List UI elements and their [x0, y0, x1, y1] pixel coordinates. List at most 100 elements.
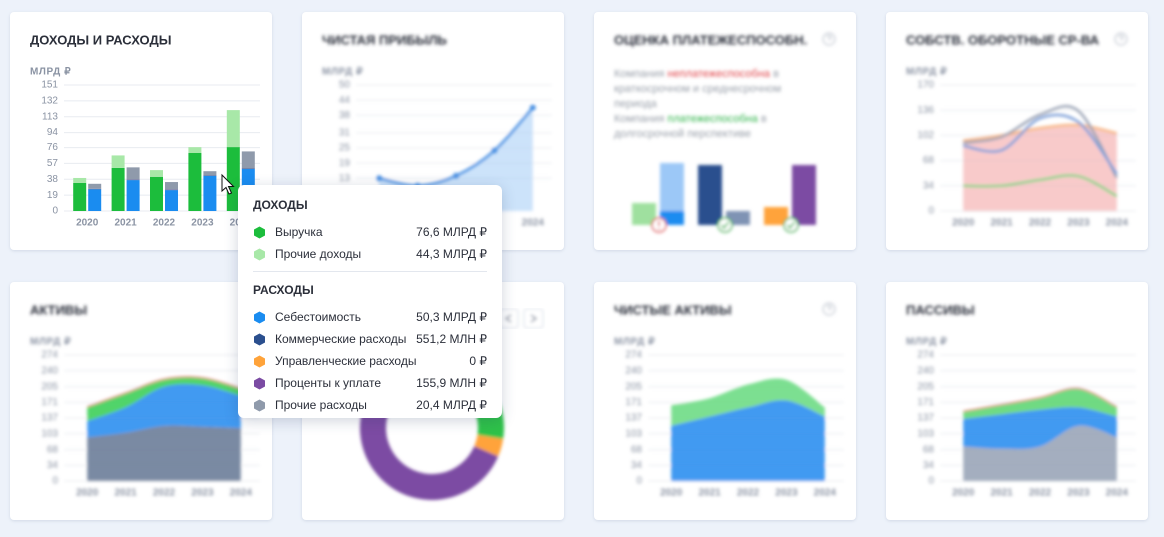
swatch-hexagon [254, 355, 265, 367]
y-tick-label: 38 [339, 110, 351, 121]
y-tick-label: 240 [917, 365, 934, 376]
card-title: СОБСТВ. ОБОРОТНЫЕ СР-ВА [906, 32, 1100, 47]
axis-unit: МЛРД ₽ [30, 67, 71, 78]
x-tick-label: 2020 [952, 218, 975, 229]
tooltip-swatch [253, 226, 266, 239]
column-segment [660, 163, 684, 211]
y-tick-label: 113 [42, 111, 58, 122]
y-tick-label: 240 [41, 365, 58, 376]
tooltip-value: 551,2 МЛН ₽ [416, 332, 487, 346]
y-tick-label: 240 [625, 365, 642, 376]
y-tick-label: 103 [41, 428, 58, 439]
status-text-part: краткосрочном и среднесрочном [614, 83, 781, 95]
x-tick-label: 2023 [191, 218, 214, 229]
y-tick-label: 19 [47, 190, 59, 201]
card-title: ЧИСТЫЕ АКТИВЫ [614, 302, 732, 317]
status-text: периода [614, 98, 658, 110]
axis-unit: МЛРД ₽ [322, 67, 363, 78]
bar-segment [203, 176, 216, 211]
x-tick-label: 2024 [814, 488, 837, 499]
bar-segment [150, 177, 163, 211]
x-tick-label: 2024 [230, 488, 253, 499]
x-tick-label: 2022 [737, 488, 760, 499]
tooltip-series-name: Проценты к уплате [275, 376, 416, 390]
status-text-part: Компания [614, 68, 667, 80]
tooltip-series-name: Прочие расходы [275, 398, 416, 412]
y-tick-label: 151 [41, 80, 58, 91]
x-tick-label: 2022 [1029, 488, 1052, 499]
y-tick-label: 68 [47, 444, 59, 455]
tooltip-value: 50,3 МЛРД ₽ [416, 310, 487, 324]
status-text: краткосрочном и среднесрочном [614, 83, 781, 95]
swatch-hexagon [254, 399, 265, 411]
x-tick-label: 2023 [191, 488, 214, 499]
bar-segment [165, 190, 178, 211]
y-tick-label: 103 [917, 428, 934, 439]
y-tick-label: 0 [52, 206, 58, 217]
card-title: ОЦЕНКА ПЛАТЕЖЕСПОСОБН. [614, 32, 807, 47]
tooltip-series-name: Прочие доходы [275, 247, 416, 261]
x-tick-label: 2023 [775, 488, 798, 499]
y-tick-label: 170 [917, 80, 934, 91]
status-text: долгосрочной перспективе [614, 128, 751, 140]
y-tick-label: 274 [625, 350, 642, 361]
axis-unit: МЛРД ₽ [30, 337, 71, 348]
y-tick-label: 102 [917, 130, 934, 141]
swatch-hexagon [254, 333, 265, 345]
card-title: ЧИСТАЯ ПРИБЫЛЬ [322, 32, 447, 47]
card-title: АКТИВЫ [30, 302, 87, 317]
status-text-part: долгосрочной перспективе [614, 128, 751, 140]
status-text-part: платежеспособна [667, 113, 758, 125]
y-tick-label: 57 [47, 158, 59, 169]
column-segment [792, 165, 816, 225]
axis-unit: МЛРД ₽ [614, 337, 655, 348]
x-tick-label: 2021 [114, 488, 137, 499]
tooltip-group-title: РАСХОДЫ [253, 282, 487, 298]
y-tick-label: 171 [41, 397, 58, 408]
tooltip-series-name: Коммерческие расходы [275, 332, 416, 346]
axis-unit: МЛРД ₽ [906, 337, 947, 348]
x-tick-label: 2021 [698, 488, 721, 499]
y-tick-label: 274 [917, 350, 934, 361]
y-tick-label: 25 [339, 143, 351, 154]
y-tick-label: 34 [631, 460, 643, 471]
x-tick-label: 2020 [76, 488, 99, 499]
tooltip-value: 76,6 МЛРД ₽ [416, 225, 487, 239]
bar-segment [73, 183, 86, 211]
bar-segment [112, 168, 125, 211]
y-tick-label: 44 [339, 95, 351, 106]
y-tick-label: 171 [917, 397, 934, 408]
y-tick-label: 94 [47, 127, 59, 138]
x-tick-label: 2024 [1106, 218, 1129, 229]
y-tick-label: 68 [923, 444, 935, 455]
next-button[interactable] [524, 309, 543, 328]
status-text-part: в [758, 113, 767, 125]
x-tick-label: 2022 [1029, 218, 1052, 229]
bar-segment [150, 170, 163, 177]
y-tick-label: 205 [917, 381, 934, 392]
x-tick-label: 2022 [153, 218, 176, 229]
y-tick-label: 0 [928, 476, 934, 487]
y-tick-label: 31 [339, 128, 351, 139]
y-tick-label: 68 [631, 444, 643, 455]
tooltip-series-name: Себестоимость [275, 310, 416, 324]
swatch-hexagon [254, 311, 265, 323]
tooltip-swatch [253, 333, 266, 346]
swatch-hexagon [254, 377, 265, 389]
tooltip-series-name: Выручка [275, 225, 416, 239]
y-tick-label: 103 [625, 428, 642, 439]
bar-segment [88, 189, 101, 211]
x-tick-label: 2021 [990, 218, 1013, 229]
x-tick-label: 2020 [660, 488, 683, 499]
bar-segment [188, 153, 201, 211]
tooltip-series-name: Управленческие расходы [275, 354, 469, 368]
status-icon [784, 218, 798, 232]
